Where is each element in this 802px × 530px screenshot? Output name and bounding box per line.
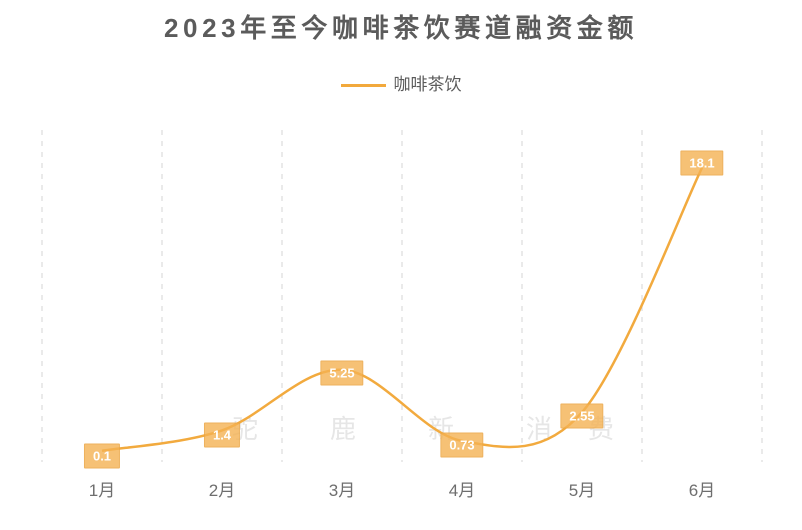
svg-text:鹿: 鹿 xyxy=(330,414,356,444)
